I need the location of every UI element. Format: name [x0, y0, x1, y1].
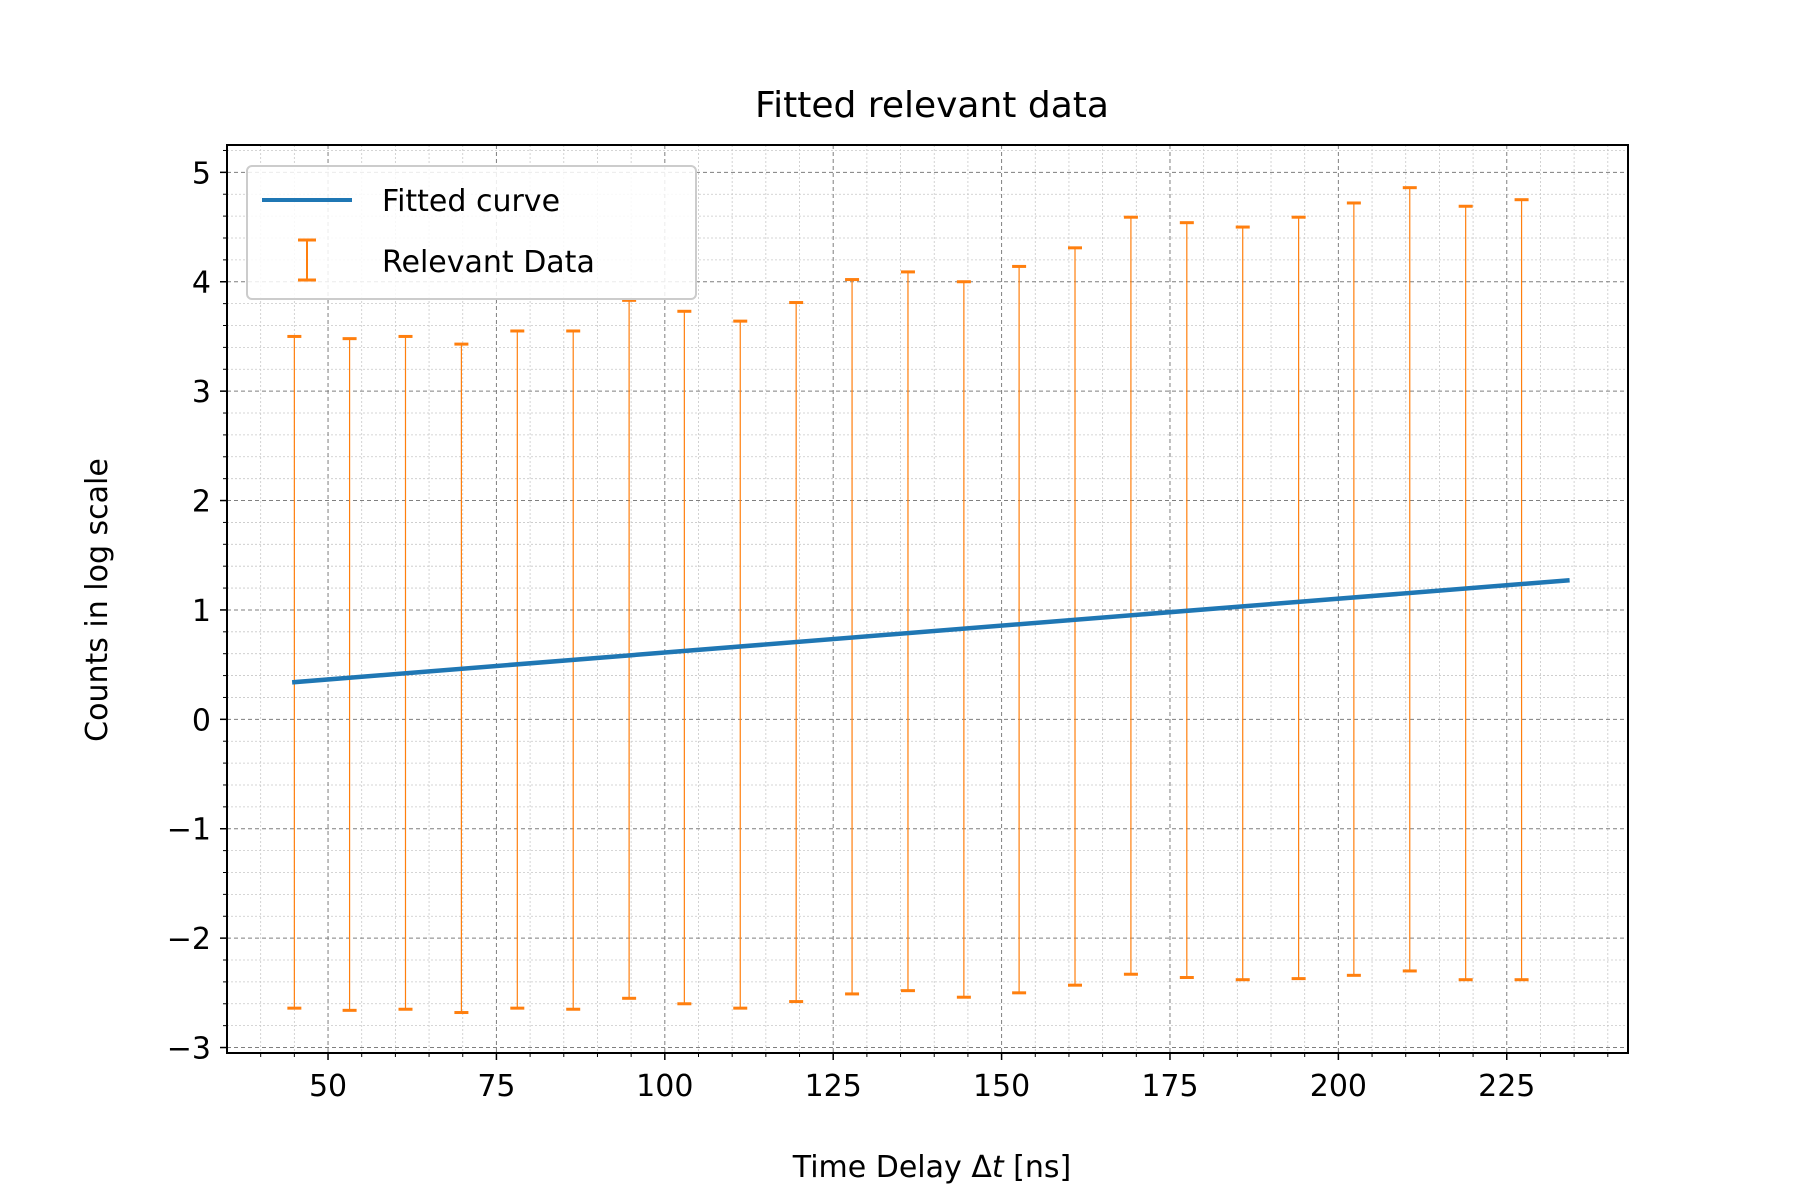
x-tick-label: 200 — [1310, 1069, 1367, 1104]
x-tick-label: 125 — [805, 1069, 862, 1104]
legend-fit-label: Fitted curve — [382, 184, 560, 219]
y-tick-label: 3 — [192, 375, 211, 410]
x-axis-label-unit: [ns] — [1004, 1150, 1072, 1185]
x-tick-label: 175 — [1141, 1069, 1198, 1104]
x-tick-label: 75 — [477, 1069, 515, 1104]
y-tick-label: 5 — [192, 156, 211, 191]
axes-frame — [226, 144, 1629, 1054]
x-axis-label: Time Delay Δt [ns] — [792, 1150, 1071, 1185]
y-axis-label: Counts in log scale — [80, 458, 115, 742]
legend-errorbar-swatch — [298, 238, 316, 282]
x-tick-label: 100 — [636, 1069, 693, 1104]
legend: Fitted curve Relevant Data — [246, 165, 697, 300]
minor-grid — [227, 145, 1628, 1053]
major-grid — [227, 145, 1628, 1053]
tick-labels: 50 75 100 125 150 175 200 225 −3 −2 −1 0 1 2 3 4 5 — [167, 156, 1536, 1104]
chart-title: Fitted relevant data — [755, 85, 1109, 126]
y-tick-label: −2 — [167, 922, 211, 957]
legend-errorbar-label: Relevant Data — [382, 245, 595, 280]
y-tick-label: 1 — [192, 594, 211, 629]
x-axis-label-variable: t — [992, 1150, 1005, 1185]
axes — [226, 144, 1629, 1054]
fitted-curve-line — [291, 577, 1570, 685]
x-tick-label: 150 — [973, 1069, 1030, 1104]
y-tick-label: 2 — [192, 485, 211, 520]
y-tick-label: 4 — [192, 266, 211, 301]
legend-box — [246, 165, 697, 300]
plot-series — [287, 186, 1570, 1015]
y-tick-label: 0 — [192, 703, 211, 738]
x-tick-label: 50 — [309, 1069, 347, 1104]
y-tick-label: −3 — [167, 1032, 211, 1067]
x-tick-label: 225 — [1478, 1069, 1535, 1104]
y-tick-label: −1 — [167, 813, 211, 848]
x-axis-label-prefix: Time Delay Δ — [792, 1150, 993, 1185]
tick-marks — [220, 149, 1609, 1060]
